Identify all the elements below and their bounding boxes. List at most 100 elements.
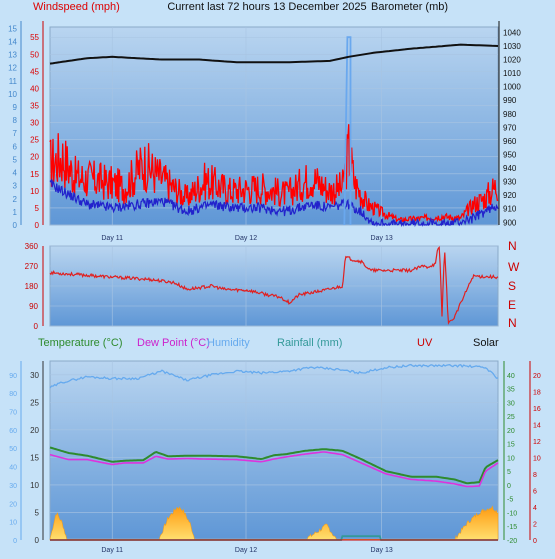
x-tick-label: Day 12 xyxy=(235,235,257,242)
barometer-tick-label: 1010 xyxy=(503,69,521,78)
temperature-tick-label: 25 xyxy=(507,414,515,421)
beaufort-tick-label: 0 xyxy=(13,221,18,230)
humidity-tick-label: 40 xyxy=(9,465,17,472)
left-tick-label: 0 xyxy=(35,536,40,545)
humidity-tick-label: 50 xyxy=(9,446,17,453)
beaufort-tick-label: 9 xyxy=(13,103,18,112)
temperature-tick-label: -20 xyxy=(507,538,517,545)
gust-series xyxy=(49,124,499,223)
temperature-tick-label: 10 xyxy=(507,455,515,462)
windspeed-tick-label: 0 xyxy=(35,221,40,230)
beaufort-tick-label: 11 xyxy=(9,77,18,86)
uv-tick-label: 20 xyxy=(533,373,541,380)
windspeed-tick-label: 50 xyxy=(30,50,39,59)
uv-tick-label: 6 xyxy=(533,488,537,495)
humidity-tick-label: 0 xyxy=(13,538,17,545)
uv-tick-label: 16 xyxy=(533,406,541,413)
humidity-tick-label: 70 xyxy=(9,410,17,417)
compass-label: E xyxy=(508,298,516,312)
humidity-tick-label: 20 xyxy=(9,501,17,508)
beaufort-tick-label: 12 xyxy=(8,64,17,73)
windspeed-tick-label: 35 xyxy=(30,102,39,111)
uv-tick-label: 2 xyxy=(533,521,537,528)
temperature-tick-label: 20 xyxy=(507,428,515,435)
x-tick-label: Day 12 xyxy=(235,547,257,554)
spike-series xyxy=(343,36,352,226)
temperature-tick-label: 0 xyxy=(507,483,511,490)
temperature-series xyxy=(49,446,499,485)
uv-tick-label: 12 xyxy=(533,439,541,446)
direction-series xyxy=(49,246,499,325)
windspeed-tick-label: 20 xyxy=(30,153,39,162)
windspeed-tick-label: 15 xyxy=(30,170,39,179)
barometer-tick-label: 960 xyxy=(503,137,517,146)
barometer-tick-label: 950 xyxy=(503,150,517,159)
left-tick-label: 25 xyxy=(30,398,39,407)
left-tick-label: 10 xyxy=(30,481,39,490)
barometer-tick-label: 990 xyxy=(503,96,517,105)
humidity-tick-label: 60 xyxy=(9,428,17,435)
barometer-axis-label: Barometer (mb) xyxy=(371,1,448,13)
barometer-tick-label: 930 xyxy=(503,178,517,187)
chart-title: Current last 72 hours 13 December 2025 xyxy=(167,1,366,13)
barometer-tick-label: 980 xyxy=(503,110,517,119)
barometer-tick-label: 1040 xyxy=(503,28,521,37)
beaufort-tick-label: 2 xyxy=(13,195,18,204)
windspeed-tick-label: 45 xyxy=(30,67,39,76)
barometer-series xyxy=(49,43,499,65)
uv-tick-label: 18 xyxy=(533,389,541,396)
legend-rainfall: Rainfall (mm) xyxy=(277,337,342,349)
windspeed-axis-label: Windspeed (mph) xyxy=(33,1,120,13)
beaufort-tick-label: 4 xyxy=(13,169,18,178)
left-tick-label: 15 xyxy=(30,453,39,462)
x-tick-label: Day 11 xyxy=(101,235,123,242)
uv-tick-label: 0 xyxy=(533,538,537,545)
barometer-tick-label: 970 xyxy=(503,123,517,132)
beaufort-tick-label: 7 xyxy=(13,129,18,138)
direction-tick-label: 90 xyxy=(29,302,38,311)
beaufort-tick-label: 14 xyxy=(8,37,17,46)
barometer-tick-label: 900 xyxy=(503,218,517,227)
temperature-plot-area xyxy=(49,360,499,540)
barometer-tick-label: 1000 xyxy=(503,83,521,92)
beaufort-tick-label: 8 xyxy=(13,116,18,125)
direction-tick-label: 180 xyxy=(25,282,39,291)
humidity-tick-label: 10 xyxy=(9,520,17,527)
temperature-tick-label: 30 xyxy=(507,400,515,407)
barometer-tick-label: 1030 xyxy=(503,42,521,51)
compass-label: S xyxy=(508,279,516,293)
temperature-tick-label: -5 xyxy=(507,497,513,504)
beaufort-tick-label: 13 xyxy=(8,51,17,60)
direction-tick-label: 0 xyxy=(34,322,39,331)
humidity-series xyxy=(49,363,499,389)
barometer-tick-label: 910 xyxy=(503,205,517,214)
windspeed-tick-label: 40 xyxy=(30,84,39,93)
compass-label: N xyxy=(508,316,517,330)
windspeed-tick-label: 10 xyxy=(30,187,39,196)
barometer-tick-label: 940 xyxy=(503,164,517,173)
legend-solar: Solar xyxy=(473,337,499,349)
uv-tick-label: 4 xyxy=(533,505,537,512)
direction-tick-label: 360 xyxy=(25,242,39,251)
windspeed-tick-label: 25 xyxy=(30,136,39,145)
left-tick-label: 30 xyxy=(30,371,39,380)
uv-tick-label: 14 xyxy=(533,422,541,429)
humidity-tick-label: 90 xyxy=(9,373,17,380)
compass-label: N xyxy=(508,239,517,253)
left-tick-label: 20 xyxy=(30,426,39,435)
legend-dew-point: Dew Point (°C) xyxy=(137,337,210,349)
temperature-tick-label: 35 xyxy=(507,387,515,394)
temperature-tick-label: -15 xyxy=(507,524,517,531)
beaufort-tick-label: 6 xyxy=(13,142,18,151)
direction-tick-label: 270 xyxy=(25,262,39,271)
barometer-tick-label: 1020 xyxy=(503,56,521,65)
beaufort-tick-label: 15 xyxy=(8,24,17,33)
temperature-tick-label: 5 xyxy=(507,469,511,476)
x-tick-label: Day 11 xyxy=(101,547,123,554)
legend-humidity: Humidity xyxy=(207,337,250,349)
legend-temperature: Temperature (°C) xyxy=(38,337,122,349)
beaufort-tick-label: 1 xyxy=(13,208,18,217)
temperature-tick-label: 40 xyxy=(507,373,515,380)
x-tick-label: Day 13 xyxy=(371,235,393,242)
